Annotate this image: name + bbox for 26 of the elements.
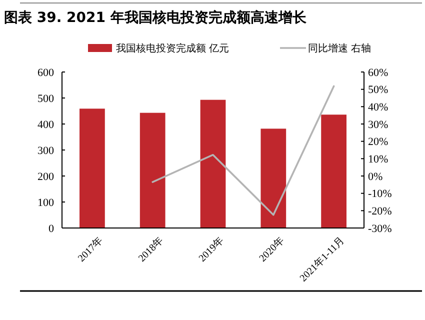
- y-tick-label: 300: [38, 144, 54, 157]
- bar: [260, 128, 286, 228]
- y2-tick-label: 50%: [368, 84, 388, 96]
- y2-tick-label: -30%: [368, 222, 392, 235]
- y2-tick-label: -20%: [368, 206, 392, 218]
- legend-label: 我国核电投资完成额 亿元: [116, 42, 230, 54]
- bar: [321, 114, 346, 228]
- y2-tick-label: 60%: [368, 66, 388, 79]
- y-tick-label: 500: [38, 92, 54, 105]
- y2-tick-label: 30%: [368, 118, 388, 131]
- y2-tick-label: 0%: [368, 170, 383, 183]
- bar: [140, 112, 166, 228]
- bar: [80, 108, 105, 228]
- y2-tick-label: 10%: [368, 154, 388, 166]
- y-tick-label: 200: [38, 170, 54, 183]
- bar: [200, 100, 226, 228]
- y-tick-label: 100: [38, 196, 54, 209]
- y-tick-label: 0: [48, 222, 54, 235]
- y-tick-label: 400: [38, 118, 54, 131]
- line-series: [152, 85, 335, 216]
- y2-tick-label: -10%: [368, 188, 392, 200]
- legend-label: 同比增速 右轴: [308, 42, 372, 54]
- y2-tick-label: 40%: [368, 102, 388, 114]
- chart-title: 图表 39. 2021 年我国核电投资完成额高速增长: [4, 9, 308, 26]
- y-tick-label: 600: [38, 66, 54, 79]
- y2-tick-label: 20%: [368, 136, 388, 148]
